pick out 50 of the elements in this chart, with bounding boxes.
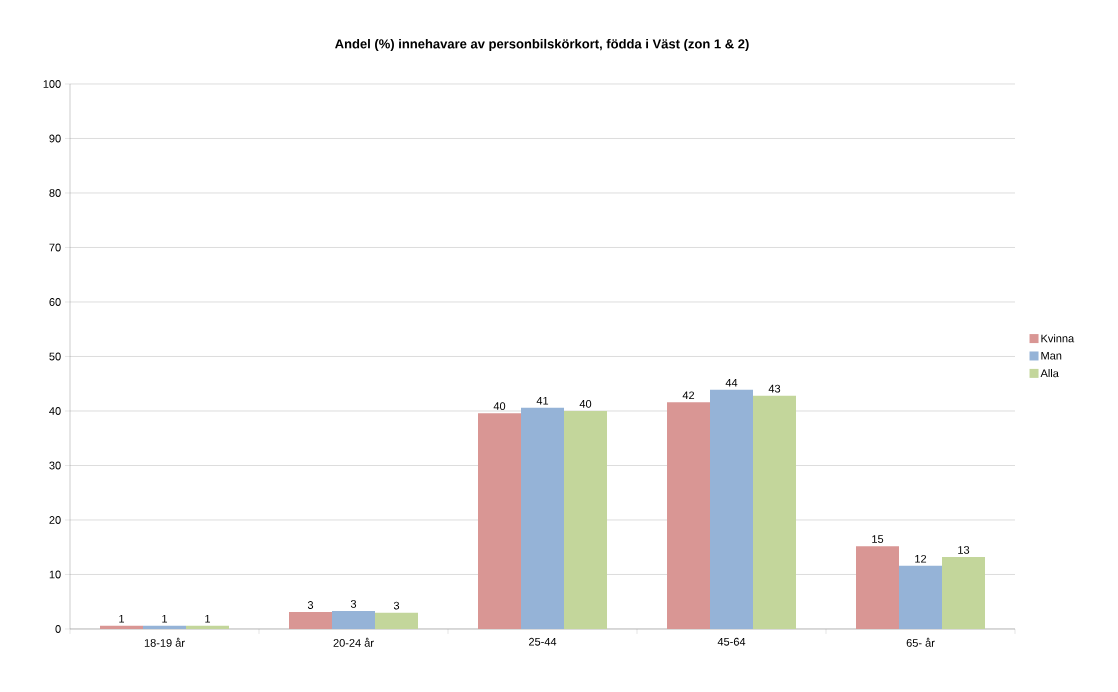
y-tick-label: 70: [49, 243, 61, 252]
y-tick-label: 20: [49, 516, 61, 524]
x-tick-label: 18-19 år: [144, 637, 185, 647]
x-tick-label: 25-44: [528, 637, 557, 646]
y-tick-label: 10: [49, 570, 61, 579]
data-label: 43: [768, 384, 781, 393]
data-label: 15: [872, 535, 884, 543]
bar: [667, 402, 711, 629]
legend-label: Man: [1041, 351, 1062, 360]
bar: [143, 625, 187, 629]
data-label: 1: [162, 614, 168, 623]
legend-label: Alla: [1040, 369, 1059, 378]
bar: [521, 407, 565, 629]
bar: [899, 565, 943, 629]
y-tick-label: 80: [49, 189, 61, 197]
data-label: 3: [307, 601, 314, 609]
data-label: 42: [682, 391, 695, 400]
chart-title: Andel (%) innehavare av personbilskörkort, födda i Väst (zon 1 & 2): [335, 38, 749, 52]
bar: [100, 625, 144, 629]
bar: [478, 413, 522, 629]
x-tick-label: 45-64: [717, 637, 746, 646]
y-tick-label: 0: [55, 625, 61, 633]
bar: [289, 612, 333, 629]
bar: [186, 625, 230, 629]
data-label: 44: [725, 378, 738, 387]
y-tick-label: 60: [49, 298, 61, 306]
data-label: 12: [915, 554, 927, 563]
bar: [753, 395, 797, 629]
data-label: 41: [536, 396, 549, 405]
y-tick-label: 50: [49, 352, 61, 361]
bar: [375, 612, 419, 629]
data-label: 3: [350, 600, 357, 608]
bar: [564, 410, 608, 629]
y-tick-label: 100: [43, 80, 61, 88]
data-label: 3: [393, 601, 400, 610]
data-label: 40: [579, 399, 592, 408]
bar: [332, 611, 376, 629]
x-tick-label: 65- år: [906, 637, 935, 647]
data-label: 40: [493, 402, 506, 410]
y-tick-label: 30: [49, 461, 61, 470]
y-tick-label: 90: [49, 134, 61, 143]
data-label: 1: [119, 614, 125, 623]
x-tick-label: 20-24 år: [333, 637, 374, 647]
data-label: 1: [205, 614, 211, 623]
bar: [942, 557, 986, 629]
legend-label: Kvinna: [1041, 334, 1075, 343]
y-tick-label: 40: [49, 407, 61, 415]
data-label: 13: [958, 546, 970, 554]
bar: [710, 389, 754, 629]
bar: [856, 546, 900, 629]
